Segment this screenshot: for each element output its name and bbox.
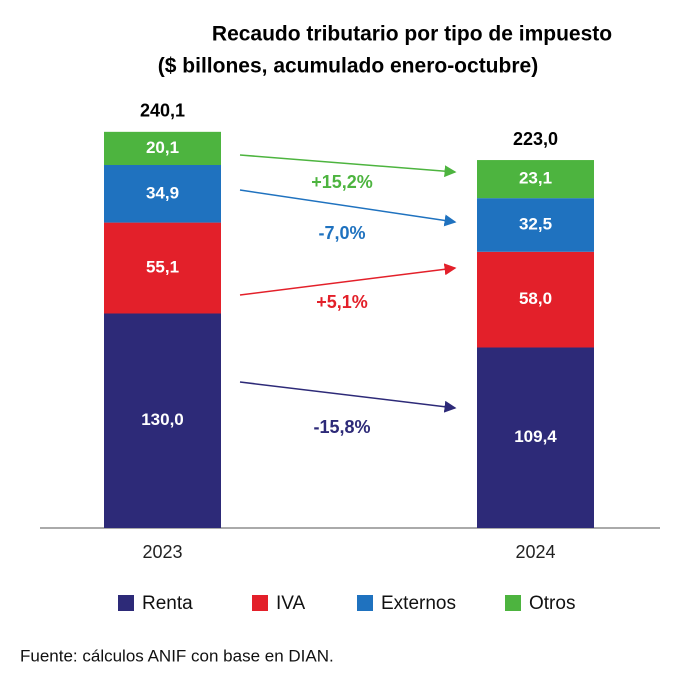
change-label: +15,2% — [311, 172, 373, 192]
chart-subtitle: ($ billones, acumulado enero-octubre) — [158, 55, 538, 78]
value-label: 23,1 — [519, 169, 552, 188]
total-label: 223,0 — [513, 129, 558, 149]
source-note: Fuente: cálculos ANIF con base en DIAN. — [20, 646, 334, 665]
bar-segment — [104, 165, 221, 223]
legend-label: Renta — [142, 593, 193, 614]
value-label: 34,9 — [146, 183, 179, 202]
value-label: 32,5 — [519, 214, 552, 233]
bar-segment — [477, 347, 594, 528]
chart-title: Recaudo tributario por tipo de impuesto — [212, 23, 612, 46]
change-label: -15,8% — [313, 417, 370, 437]
bar-segment — [104, 222, 221, 314]
legend-swatch — [505, 595, 521, 611]
x-tick-label: 2023 — [142, 542, 182, 562]
x-tick-label: 2024 — [515, 542, 555, 562]
arrow — [239, 189, 457, 227]
legend-label: Otros — [529, 593, 575, 614]
bar-segment — [104, 313, 221, 528]
total-label: 240,1 — [140, 101, 185, 121]
value-label: 55,1 — [146, 258, 179, 277]
value-label: 109,4 — [514, 427, 557, 446]
arrow — [239, 154, 457, 178]
legend-label: Externos — [381, 593, 456, 614]
legend-swatch — [357, 595, 373, 611]
legend-swatch — [118, 595, 134, 611]
arrow — [239, 381, 457, 413]
change-label: +5,1% — [316, 292, 368, 312]
bar-segment — [477, 251, 594, 348]
bar-segment — [477, 160, 594, 199]
bar-segment — [104, 131, 221, 165]
value-label: 20,1 — [146, 138, 179, 157]
arrow — [239, 263, 457, 296]
value-label: 130,0 — [141, 410, 184, 429]
change-label: -7,0% — [318, 223, 365, 243]
legend-label: IVA — [276, 593, 306, 614]
value-label: 58,0 — [519, 289, 552, 308]
legend-swatch — [252, 595, 268, 611]
bar-segment — [477, 198, 594, 252]
